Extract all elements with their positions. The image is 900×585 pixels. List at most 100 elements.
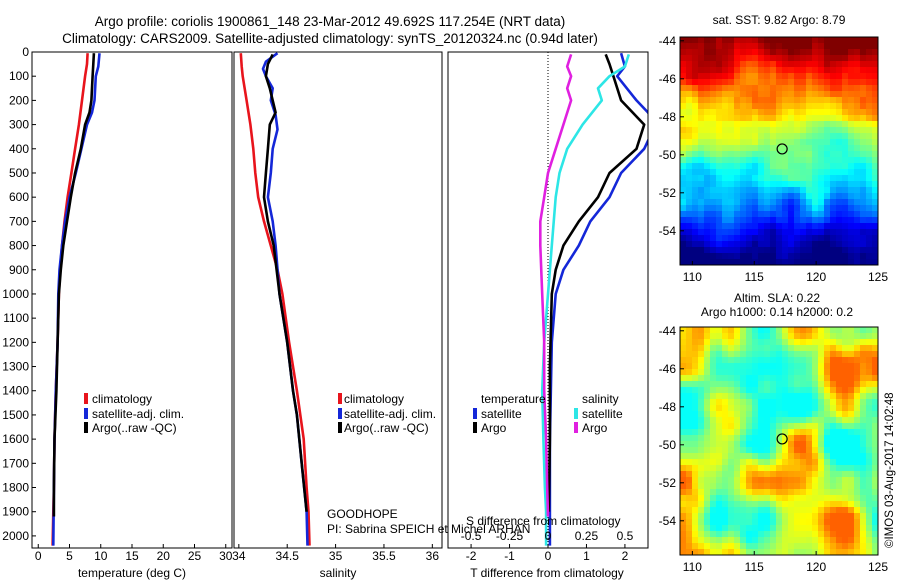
sla-map-heatmap-cell	[746, 483, 753, 490]
sla-map-heatmap-cell	[848, 417, 855, 424]
sst-map-heatmap-cell	[854, 205, 861, 212]
sst-map-heatmap-cell	[824, 157, 831, 164]
sla-map-heatmap-cell	[716, 369, 723, 376]
sst-map-heatmap-cell	[686, 157, 693, 164]
sst-map-heatmap-cell	[716, 187, 723, 194]
sst-map-heatmap-cell	[704, 145, 711, 152]
sst-map-heatmap-cell	[800, 229, 807, 236]
sst-map-heatmap-cell	[824, 193, 831, 200]
sla-map-heatmap-cell	[770, 411, 777, 418]
sla-map-heatmap-cell	[848, 447, 855, 454]
sla-map-heatmap-cell	[770, 375, 777, 382]
sst-map-heatmap-cell	[740, 109, 747, 116]
sst-map-heatmap-cell	[860, 241, 867, 248]
sst-map-heatmap-cell	[722, 187, 729, 194]
sst-map-heatmap-cell	[722, 157, 729, 164]
sst-map-heatmap-cell	[854, 115, 861, 122]
sla-map-heatmap-cell	[740, 459, 747, 466]
sla-map-heatmap-cell	[722, 471, 729, 478]
sla-map-heatmap-cell	[710, 441, 717, 448]
sst-map-heatmap-cell	[716, 67, 723, 74]
sla-map-heatmap-cell	[830, 459, 837, 466]
sst-map-heatmap-cell	[782, 61, 789, 68]
sla-map-heatmap-cell	[830, 381, 837, 388]
sst-map-heatmap-cell	[854, 85, 861, 92]
sla-map-heatmap-cell	[686, 459, 693, 466]
sla-map-heatmap-cell	[710, 495, 717, 502]
sst-map-heatmap-cell	[824, 133, 831, 140]
sst-map-heatmap-cell	[854, 199, 861, 206]
sst-map-heatmap-cell	[698, 37, 705, 44]
sla-map-heatmap-cell	[710, 537, 717, 544]
sst-map-heatmap-cell	[818, 97, 825, 104]
temperature-panel: 0100200300400500600700800900100011001200…	[2, 45, 232, 580]
sla-map-heatmap-cell	[716, 387, 723, 394]
sla-map-heatmap-cell	[716, 381, 723, 388]
sla-map-heatmap-cell	[680, 375, 687, 382]
sst-map-heatmap-cell	[818, 187, 825, 194]
sst-map-heatmap-cell	[854, 181, 861, 188]
sla-map-heatmap-cell	[788, 549, 795, 555]
sst-map-heatmap-cell	[800, 121, 807, 128]
sla-map-heatmap-cell	[764, 477, 771, 484]
sst-map-heatmap-cell	[746, 55, 753, 62]
sst-map-heatmap-cell	[716, 73, 723, 80]
sst-map-heatmap-cell	[734, 223, 741, 230]
sst-map-heatmap-cell	[680, 67, 687, 74]
sla-map-heatmap-cell	[692, 447, 699, 454]
sla-map-heatmap-cell	[866, 339, 873, 346]
sla-map-heatmap-cell	[728, 513, 735, 520]
sla-map-heatmap-cell	[722, 501, 729, 508]
sla-map-heatmap-cell	[758, 489, 765, 496]
sla-map-heatmap-cell	[704, 423, 711, 430]
sst-map-heatmap-cell	[722, 73, 729, 80]
sla-map-heatmap-cell	[704, 519, 711, 526]
sla-map-heatmap-cell	[860, 531, 867, 538]
sst-map-heatmap-cell	[698, 199, 705, 206]
sla-map-heatmap-cell	[842, 387, 849, 394]
sla-map-heatmap-cell	[680, 441, 687, 448]
sst-map-heatmap-cell	[866, 91, 873, 98]
sst-map-heatmap-cell	[734, 97, 741, 104]
sla-map-heatmap-cell	[842, 351, 849, 358]
sst-map-heatmap-cell	[830, 97, 837, 104]
sla-map-heatmap-cell	[872, 399, 878, 406]
sst-map-heatmap-cell	[824, 79, 831, 86]
sst-map-heatmap-cell	[698, 139, 705, 146]
sla-map-heatmap-cell	[800, 501, 807, 508]
sst-map-heatmap-cell	[860, 145, 867, 152]
sla-map-heatmap-cell	[734, 393, 741, 400]
sla-map-heatmap-cell	[746, 393, 753, 400]
sla-map-heatmap-cell	[764, 429, 771, 436]
sla-map-heatmap-cell	[830, 447, 837, 454]
sst-map-heatmap-cell	[680, 175, 687, 182]
sla-map-heatmap-cell	[806, 327, 813, 334]
sst-map-heatmap-cell	[830, 247, 837, 254]
sla-map-heatmap-cell	[764, 327, 771, 334]
sst-map-heatmap-cell	[776, 223, 783, 230]
salinity-legend-argo: Argo(..raw -QC)	[344, 421, 429, 435]
sla-map-heatmap-cell	[716, 471, 723, 478]
sst-map-heatmap-cell	[680, 157, 687, 164]
sst-map-heatmap-cell	[854, 241, 861, 248]
sla-map-heatmap-cell	[824, 471, 831, 478]
sla-map-heatmap-cell	[812, 465, 819, 472]
sst-map-heatmap-cell	[710, 139, 717, 146]
sla-map-heatmap-cell	[704, 351, 711, 358]
sst-map-heatmap-cell	[848, 193, 855, 200]
sst-map-heatmap-cell	[764, 37, 771, 44]
sla-map-heatmap-cell	[698, 357, 705, 364]
sst-map-heatmap-cell	[722, 247, 729, 254]
sst-map-heatmap-cell	[776, 211, 783, 218]
sst-map-heatmap-cell	[680, 247, 687, 254]
sla-map-heatmap-cell	[782, 501, 789, 508]
temperature-legend-climatology: climatology	[92, 392, 152, 406]
sla-map-heatmap-cell	[710, 339, 717, 346]
sst-map-heatmap-cell	[734, 175, 741, 182]
sst-map-heatmap-cell	[698, 241, 705, 248]
sst-map-heatmap-cell	[806, 61, 813, 68]
sla-map-heatmap-cell	[836, 369, 843, 376]
sst-map-heatmap-cell	[776, 241, 783, 248]
sst-map-heatmap-cell	[680, 115, 687, 122]
sst-map-heatmap-cell	[860, 175, 867, 182]
